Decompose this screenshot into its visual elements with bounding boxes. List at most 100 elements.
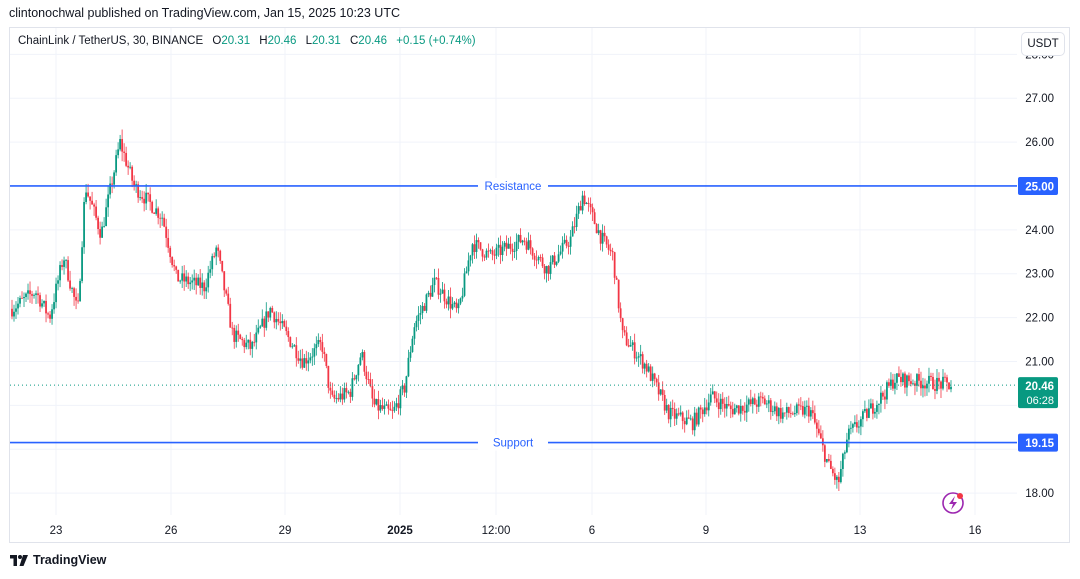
candle bbox=[719, 393, 722, 415]
y-tick-label: 18.00 bbox=[1025, 488, 1054, 500]
candle-body bbox=[383, 405, 386, 409]
candle-body bbox=[451, 304, 454, 309]
candle-body bbox=[381, 405, 384, 409]
candle bbox=[948, 382, 950, 390]
candle-body bbox=[735, 405, 738, 409]
candle-body bbox=[677, 413, 680, 415]
candle-body bbox=[845, 439, 848, 453]
candle bbox=[687, 409, 690, 419]
candle bbox=[189, 277, 192, 292]
candle bbox=[559, 245, 562, 256]
candle bbox=[691, 416, 694, 435]
candle-body bbox=[43, 300, 45, 304]
candle bbox=[165, 218, 168, 248]
candle-body bbox=[39, 295, 41, 307]
candle bbox=[940, 380, 942, 399]
candle-body bbox=[767, 400, 770, 404]
candle bbox=[801, 401, 804, 417]
last-price-marker: 20.46 06:28 bbox=[10, 377, 1058, 409]
candle-body bbox=[59, 265, 61, 281]
candle bbox=[31, 290, 33, 304]
candle bbox=[944, 372, 946, 382]
candle bbox=[359, 353, 362, 366]
candle-body bbox=[815, 422, 818, 429]
candle-body bbox=[777, 407, 780, 417]
candle-body bbox=[455, 302, 458, 309]
candle bbox=[789, 403, 792, 418]
candle bbox=[493, 249, 496, 265]
candle-body bbox=[701, 409, 704, 415]
candle-body bbox=[896, 373, 898, 383]
candle-body bbox=[73, 288, 75, 297]
candle-body bbox=[355, 375, 358, 380]
support-resistance-levels: Resistance 25.00 Support 19.15 bbox=[10, 176, 1058, 452]
candle-body bbox=[397, 403, 400, 409]
candle-body bbox=[225, 290, 228, 294]
candle-body bbox=[841, 453, 844, 469]
candle bbox=[851, 422, 854, 433]
candle-body bbox=[719, 398, 722, 410]
candle bbox=[255, 324, 258, 350]
candle bbox=[497, 237, 500, 257]
candle bbox=[631, 339, 634, 351]
open-value: 20.31 bbox=[221, 35, 251, 47]
candle bbox=[443, 283, 446, 309]
candle-body bbox=[453, 302, 456, 305]
candle-body bbox=[395, 403, 398, 407]
candle bbox=[79, 278, 81, 302]
candle bbox=[934, 379, 936, 400]
candle bbox=[157, 206, 160, 225]
candle bbox=[667, 404, 670, 424]
candle bbox=[539, 254, 542, 262]
candle-body bbox=[727, 404, 730, 406]
candle-body bbox=[565, 239, 568, 246]
candle-body bbox=[783, 412, 786, 414]
candle-body bbox=[327, 365, 330, 388]
candle bbox=[553, 252, 556, 268]
candle-body bbox=[153, 212, 156, 214]
candle bbox=[107, 186, 110, 217]
candle-body bbox=[97, 217, 99, 230]
candle-body bbox=[501, 246, 504, 256]
lightning-icon[interactable] bbox=[942, 492, 964, 514]
candle-body bbox=[557, 254, 560, 262]
candle bbox=[829, 454, 832, 470]
candle-body bbox=[133, 180, 136, 186]
candle-body bbox=[543, 266, 546, 274]
candle-body bbox=[573, 226, 576, 228]
candle bbox=[153, 211, 156, 214]
candle bbox=[918, 367, 920, 387]
candle-body bbox=[419, 313, 422, 315]
candle-body bbox=[855, 422, 858, 428]
candle bbox=[673, 402, 676, 426]
candle-body bbox=[221, 260, 224, 272]
candle-body bbox=[171, 257, 174, 266]
candle bbox=[751, 396, 754, 414]
candle bbox=[839, 460, 842, 484]
candle bbox=[55, 277, 57, 309]
candle bbox=[291, 343, 294, 349]
candle-body bbox=[15, 308, 17, 312]
candle-body bbox=[143, 198, 146, 204]
candle-body bbox=[711, 391, 714, 395]
candle bbox=[647, 363, 650, 373]
candle-body bbox=[409, 352, 412, 358]
candle-body bbox=[932, 376, 934, 390]
candle-body bbox=[183, 273, 186, 282]
candle bbox=[479, 242, 482, 251]
candle-body bbox=[535, 259, 538, 261]
candle-body bbox=[443, 289, 446, 302]
candle-body bbox=[51, 309, 53, 319]
currency-button[interactable]: USDT bbox=[1021, 32, 1065, 56]
candle bbox=[403, 383, 406, 397]
candle bbox=[181, 265, 184, 288]
candle-body bbox=[938, 377, 940, 382]
close-label: C bbox=[349, 35, 359, 47]
candle-body bbox=[946, 377, 948, 383]
candle bbox=[571, 221, 574, 237]
candle bbox=[872, 399, 874, 420]
candle bbox=[862, 409, 864, 428]
candle-body bbox=[243, 340, 246, 348]
candle bbox=[533, 253, 536, 267]
